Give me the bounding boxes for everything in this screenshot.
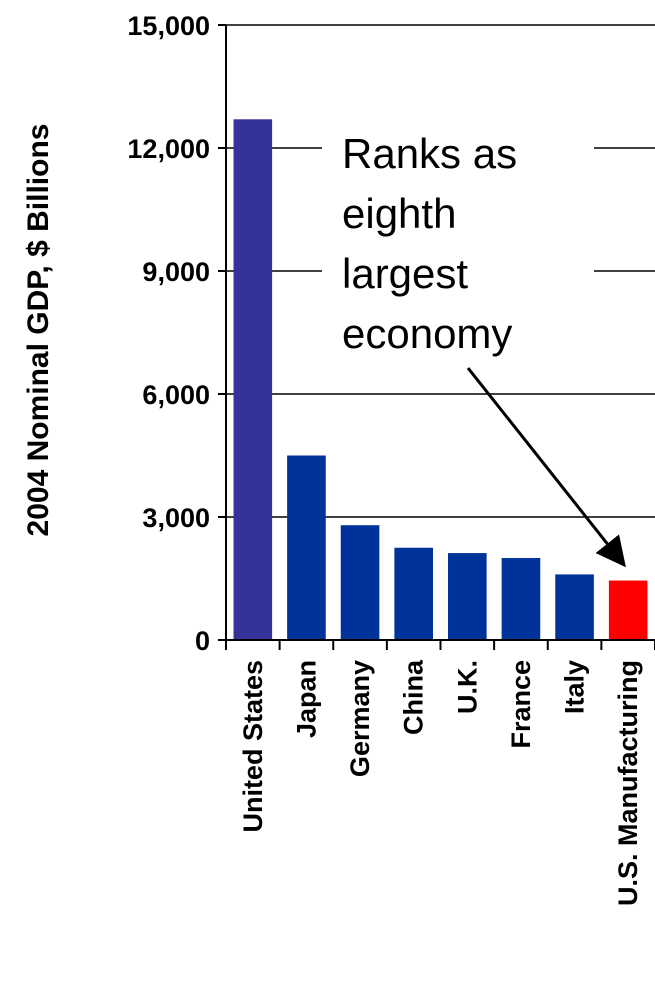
- bar-germany: [340, 525, 380, 640]
- annotation: Ranks as eighth largest economy: [322, 118, 626, 568]
- annotation-line-2: largest: [342, 250, 468, 297]
- bar-china: [394, 547, 433, 640]
- bar-italy: [555, 574, 594, 640]
- y-tick-label-5: 15,000: [127, 11, 210, 41]
- y-tick-labels: 0 3,000 6,000 9,000 12,000 15,000: [127, 11, 210, 656]
- y-tick-label-2: 6,000: [142, 380, 210, 410]
- axes: [218, 24, 655, 650]
- bar-japan: [287, 455, 326, 640]
- y-axis-label: 2004 Nominal GDP, $ Billions: [22, 124, 55, 537]
- annotation-line-3: economy: [342, 310, 512, 357]
- x-tick-label-5: France: [506, 660, 536, 749]
- y-tick-label-0: 0: [195, 626, 210, 656]
- annotation-arrow: [466, 367, 626, 568]
- category-labels: United States Japan Germany China U.K. France…: [238, 659, 643, 906]
- y-tick-label-3: 9,000: [142, 257, 210, 287]
- bar-united-states: [233, 119, 273, 641]
- bar-u-k: [448, 553, 487, 640]
- x-tick-label-3: China: [399, 659, 429, 735]
- y-tick-label-1: 3,000: [142, 503, 210, 533]
- x-tick-label-4: U.K.: [452, 660, 482, 714]
- bar-u-s-manufacturing: [608, 580, 648, 640]
- x-tick-label-6: Italy: [560, 660, 590, 714]
- x-tick-label-2: Germany: [345, 660, 375, 777]
- annotation-line-0: Ranks as: [342, 130, 517, 177]
- bars: [233, 119, 648, 641]
- y-tick-label-4: 12,000: [127, 134, 210, 164]
- x-tick-label-1: Japan: [291, 660, 321, 738]
- x-tick-label-7: U.S. Manufacturing: [613, 660, 643, 906]
- annotation-background: [322, 118, 594, 368]
- bar-france: [501, 558, 541, 640]
- annotation-line-1: eighth: [342, 190, 456, 237]
- x-tick-label-0: United States: [238, 660, 268, 833]
